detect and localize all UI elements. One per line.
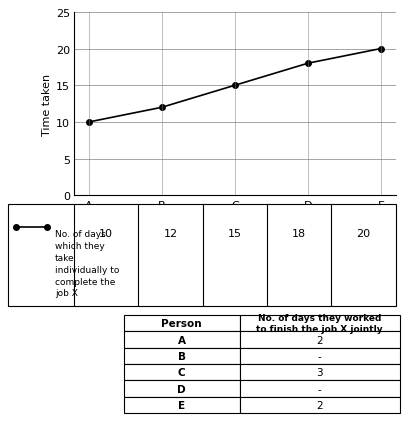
Bar: [124, 364, 239, 380]
Y-axis label: Time taken: Time taken: [42, 73, 52, 135]
Bar: [239, 331, 400, 348]
Bar: [124, 380, 239, 397]
Text: 12: 12: [164, 228, 178, 238]
Text: -: -: [318, 351, 321, 361]
Bar: [124, 331, 239, 348]
Bar: [239, 364, 400, 380]
Text: -: -: [318, 384, 321, 394]
Text: 20: 20: [356, 228, 370, 238]
Text: 3: 3: [316, 367, 323, 377]
Text: 2: 2: [316, 400, 323, 410]
Bar: [124, 315, 239, 331]
Bar: [239, 397, 400, 413]
Bar: [124, 348, 239, 364]
Text: 10: 10: [99, 228, 113, 238]
Bar: [239, 315, 400, 331]
Bar: [239, 348, 400, 364]
Text: D: D: [177, 384, 186, 394]
Text: C: C: [178, 367, 185, 377]
Text: 18: 18: [292, 228, 306, 238]
Bar: [124, 397, 239, 413]
Text: Person: Person: [161, 318, 202, 328]
Text: A: A: [178, 335, 185, 345]
Text: 2: 2: [316, 335, 323, 345]
Text: E: E: [178, 400, 185, 410]
Text: 15: 15: [228, 228, 242, 238]
Text: No. of days
which they
take
individually to
complete the
job X: No. of days which they take individually…: [55, 230, 119, 298]
Bar: [239, 380, 400, 397]
Text: B: B: [178, 351, 185, 361]
Text: No. of days they worked
to finish the job X jointly: No. of days they worked to finish the jo…: [256, 314, 383, 334]
